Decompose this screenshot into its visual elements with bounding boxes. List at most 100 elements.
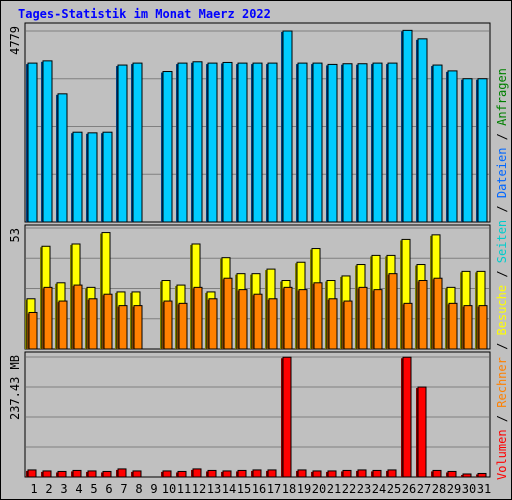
- bar-volumen-day-23: [357, 469, 367, 478]
- side-legend-item-1: /: [495, 408, 509, 430]
- bar-rechner-day-8: [133, 305, 143, 350]
- x-tick-label-day-3: 3: [60, 482, 67, 496]
- bar-anfragen-day-29: [447, 70, 458, 223]
- side-legend-item-9: /: [495, 126, 509, 148]
- bar-volumen-day-14: [222, 470, 232, 478]
- x-tick-label-day-11: 11: [177, 482, 191, 496]
- bar-volumen-day-22: [342, 469, 352, 478]
- bar-anfragen-day-23: [357, 63, 368, 223]
- side-legend-item-8: Dateien: [495, 148, 509, 199]
- bar-rechner-day-29: [448, 302, 458, 350]
- bar-volumen-day-20: [312, 470, 322, 478]
- side-legend-item-6: Seiten: [495, 220, 509, 263]
- chart-title: Tages-Statistik im Monat Maerz 2022: [18, 7, 271, 21]
- bar-anfragen-day-17: [267, 62, 278, 223]
- side-legend-item-3: /: [495, 335, 509, 357]
- bar-volumen-day-24: [372, 469, 382, 478]
- bar-anfragen-day-31: [477, 78, 488, 223]
- bar-anfragen-day-18: [282, 30, 293, 223]
- x-tick-label-day-22: 22: [342, 482, 356, 496]
- bar-rechner-day-11: [178, 302, 188, 350]
- bar-rechner-day-3: [58, 300, 68, 350]
- x-tick-label-day-10: 10: [162, 482, 176, 496]
- x-tick-label-day-21: 21: [327, 482, 341, 496]
- bar-anfragen-day-19: [297, 62, 308, 223]
- bar-rechner-day-25: [388, 273, 398, 350]
- bar-rechner-day-4: [73, 284, 83, 350]
- y-axis-labels: 4779 53 237.43 MB: [8, 26, 22, 420]
- bar-rechner-day-5: [88, 298, 98, 350]
- x-tick-label-day-23: 23: [357, 482, 371, 496]
- bar-rechner-day-26: [403, 302, 413, 350]
- bar-anfragen-day-14: [222, 61, 233, 223]
- bar-rechner-day-31: [478, 305, 488, 350]
- y-max-label-volume: 237.43 MB: [8, 355, 22, 420]
- bar-volumen-day-28: [432, 469, 442, 478]
- bar-anfragen-day-28: [432, 64, 443, 223]
- bar-volumen-day-16: [252, 469, 262, 478]
- bar-rechner-day-18: [283, 286, 293, 350]
- bar-rechner-day-24: [373, 289, 383, 350]
- bar-anfragen-day-22: [342, 63, 353, 223]
- x-tick-label-day-20: 20: [312, 482, 326, 496]
- bar-anfragen-day-24: [372, 62, 383, 223]
- bar-anfragen-day-25: [387, 62, 398, 223]
- x-tick-label-day-2: 2: [45, 482, 52, 496]
- bar-rechner-day-21: [328, 298, 338, 350]
- y-max-label-requests: 4779: [8, 26, 22, 55]
- bar-rechner-day-16: [253, 293, 263, 350]
- chart-bars: [25, 29, 488, 478]
- bar-anfragen-day-21: [327, 63, 338, 223]
- bar-volumen-day-31: [477, 472, 487, 478]
- x-tick-label-day-5: 5: [90, 482, 97, 496]
- x-tick-label-day-25: 25: [387, 482, 401, 496]
- x-tick-label-day-24: 24: [372, 482, 386, 496]
- x-tick-label-day-8: 8: [135, 482, 142, 496]
- bar-rechner-day-28: [433, 277, 443, 350]
- bar-volumen-day-6: [102, 470, 112, 478]
- bar-anfragen-day-16: [252, 62, 263, 223]
- x-tick-label-day-4: 4: [75, 482, 82, 496]
- x-tick-label-day-18: 18: [282, 482, 296, 496]
- bar-rechner-day-20: [313, 282, 323, 350]
- bar-volumen-day-5: [87, 470, 97, 478]
- bar-rechner-day-12: [193, 286, 203, 350]
- x-tick-label-day-16: 16: [252, 482, 266, 496]
- bar-volumen-day-2: [42, 470, 52, 478]
- bar-anfragen-day-13: [207, 62, 218, 223]
- x-tick-label-day-19: 19: [297, 482, 311, 496]
- side-legend-item-4: Besuche: [495, 285, 509, 336]
- bar-volumen-day-12: [192, 468, 202, 478]
- x-tick-label-day-1: 1: [30, 482, 37, 496]
- x-tick-label-day-15: 15: [237, 482, 251, 496]
- bar-anfragen-day-5: [87, 132, 98, 223]
- bar-rechner-day-22: [343, 300, 353, 350]
- bar-rechner-day-17: [268, 298, 278, 350]
- bar-anfragen-day-12: [192, 61, 203, 223]
- bar-rechner-day-27: [418, 280, 428, 350]
- side-legend-item-10: Anfragen: [495, 68, 509, 126]
- bar-volumen-day-10: [162, 470, 172, 478]
- bar-volumen-day-26: [402, 356, 412, 478]
- bar-anfragen-day-8: [132, 62, 143, 223]
- bar-rechner-day-19: [298, 289, 308, 350]
- bar-anfragen-day-30: [462, 78, 473, 223]
- bar-anfragen-day-6: [102, 131, 113, 223]
- bar-volumen-day-21: [327, 470, 337, 478]
- bar-rechner-day-10: [163, 300, 173, 350]
- side-legend-item-2: Rechner: [495, 357, 509, 408]
- bar-volumen-day-3: [57, 470, 67, 478]
- side-legend-item-0: Volumen: [495, 429, 509, 480]
- x-tick-label-day-12: 12: [192, 482, 206, 496]
- bar-volumen-day-29: [447, 470, 457, 478]
- x-tick-label-day-17: 17: [267, 482, 281, 496]
- bar-rechner-day-1: [28, 311, 38, 350]
- x-tick-label-day-27: 27: [417, 482, 431, 496]
- bar-anfragen-day-1: [27, 62, 38, 223]
- bar-volumen-day-7: [117, 468, 127, 478]
- bar-rechner-day-14: [223, 277, 233, 350]
- bar-anfragen-day-2: [42, 60, 53, 223]
- bar-rechner-day-7: [118, 305, 128, 350]
- x-tick-label-day-30: 30: [462, 482, 476, 496]
